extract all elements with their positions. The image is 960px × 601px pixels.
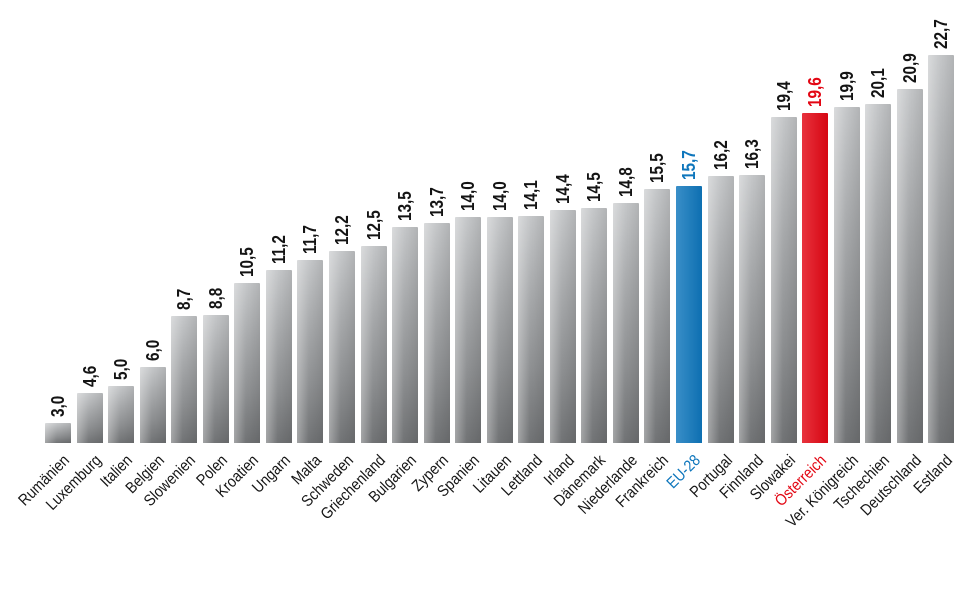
bar (423, 223, 450, 443)
value-label: 14,4 (552, 174, 573, 204)
bar (928, 54, 955, 443)
value-label: 11,2 (268, 234, 289, 264)
bar (360, 245, 387, 443)
value-label: 15,5 (647, 153, 668, 184)
bar (45, 422, 71, 443)
bar (739, 174, 766, 443)
bar (518, 215, 545, 443)
value-label: 14,0 (458, 181, 479, 212)
bar (770, 116, 797, 443)
bar (328, 251, 355, 443)
bar (707, 176, 734, 443)
bar (108, 385, 135, 443)
value-label: 20,1 (868, 67, 889, 98)
value-label: 14,1 (521, 179, 542, 210)
value-label: 8,7 (174, 289, 195, 311)
value-label: 12,5 (363, 209, 384, 240)
bar (581, 208, 608, 443)
bar (455, 217, 482, 443)
value-label: 10,5 (237, 247, 258, 277)
value-label: 14,5 (584, 172, 605, 203)
value-label: 20,9 (899, 52, 920, 83)
value-label: 12,2 (331, 215, 352, 246)
value-label: 15,7 (679, 149, 699, 180)
value-label: 8,8 (205, 287, 226, 309)
bar (833, 107, 860, 443)
value-label: 19,6 (805, 77, 826, 107)
highlighted-bar (676, 185, 702, 443)
value-label: 16,2 (710, 140, 731, 171)
bar (486, 217, 513, 443)
bar-chart: 3,0 Rumänien 4,6 Luxemburg 5,0 Italien 6,0 Belg… (16, 19, 957, 531)
bar (297, 260, 324, 443)
value-label: 4,6 (79, 365, 100, 388)
value-label: 11,7 (300, 225, 321, 255)
bar (234, 282, 261, 443)
bar (202, 314, 229, 443)
value-label: 19,4 (773, 80, 794, 111)
value-label: 5,0 (111, 358, 132, 380)
value-label: 19,9 (836, 71, 857, 102)
value-label: 13,5 (395, 191, 416, 221)
bar (612, 202, 639, 443)
bar (76, 393, 103, 443)
bar (896, 88, 923, 443)
value-label: 14,0 (489, 181, 510, 212)
bar (265, 269, 292, 443)
bar (139, 366, 166, 443)
bar (171, 316, 198, 443)
value-label: 14,8 (615, 166, 636, 197)
value-label: 16,3 (742, 138, 763, 169)
value-label: 6,0 (142, 339, 163, 361)
bar (644, 189, 671, 443)
value-label: 3,0 (48, 395, 68, 417)
bar (549, 210, 576, 443)
value-label: 22,7 (931, 19, 952, 49)
highlighted-bar (802, 112, 829, 443)
bar (392, 226, 419, 443)
bar (865, 103, 892, 443)
value-label: 13,7 (426, 187, 447, 218)
